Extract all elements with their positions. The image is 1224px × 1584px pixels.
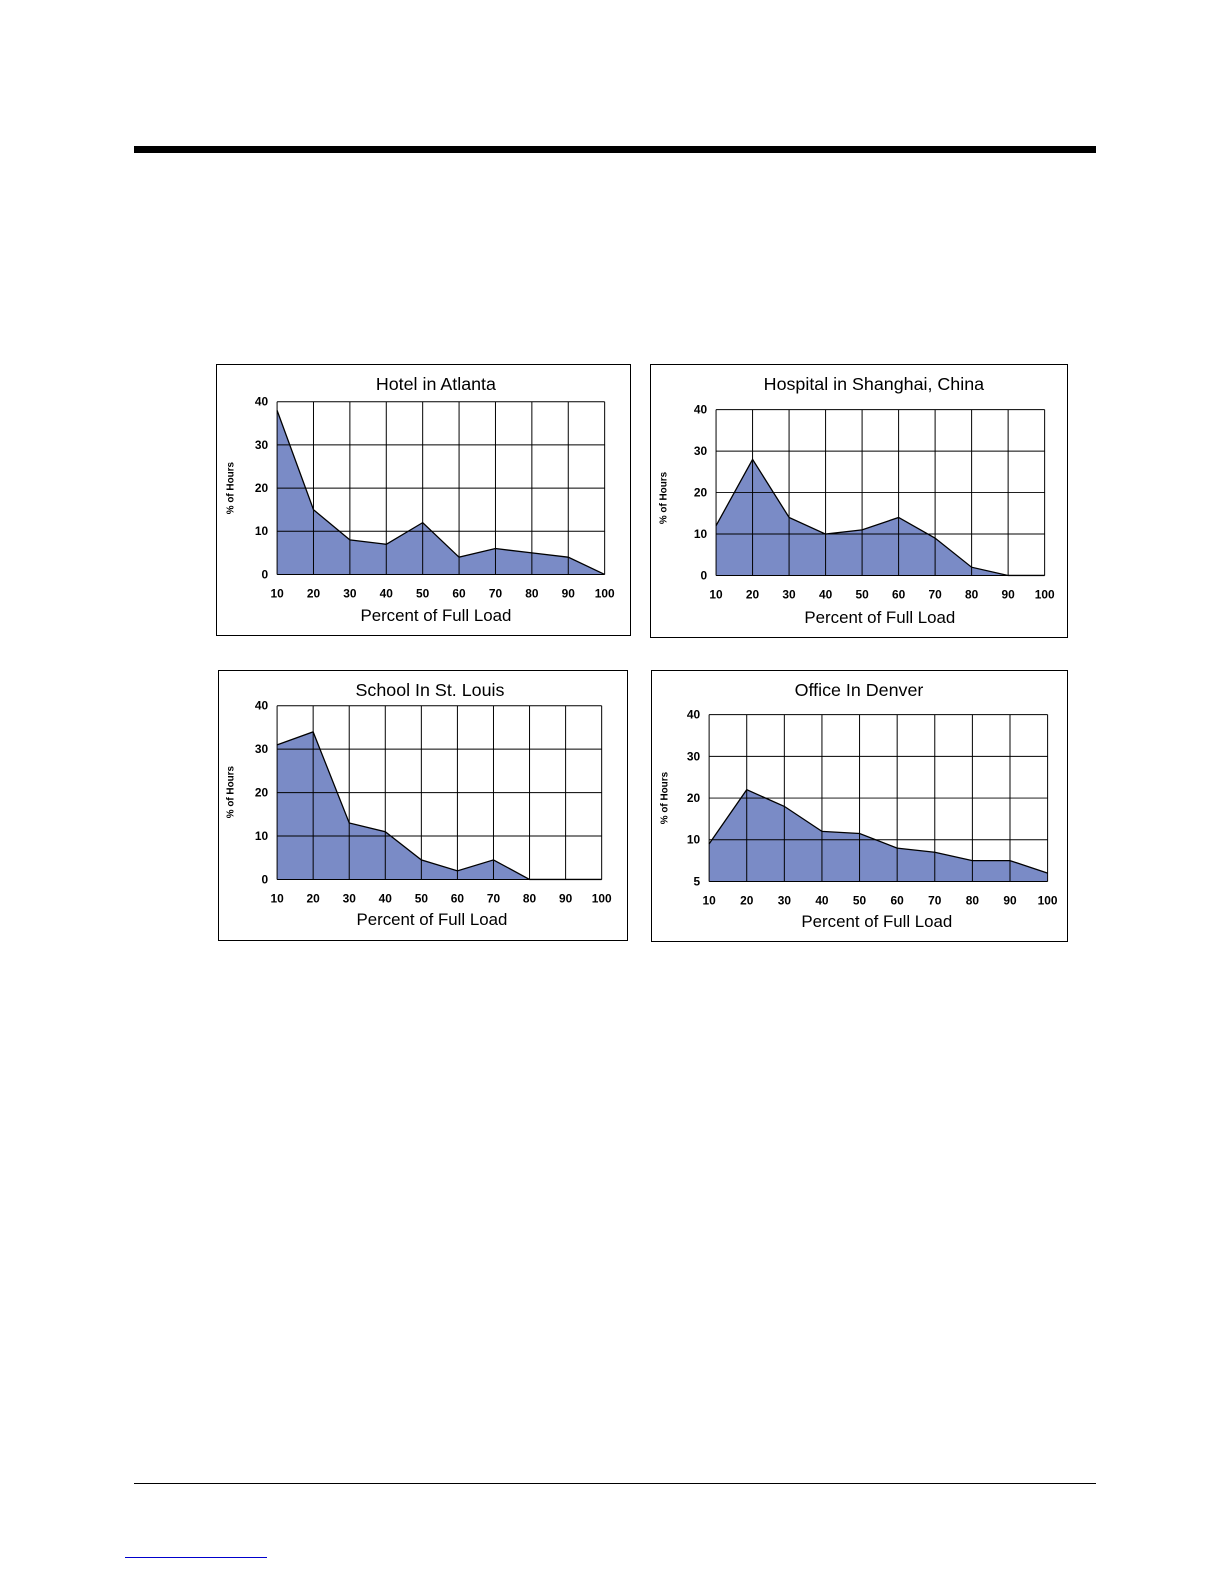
x-tick-label: 90 <box>1002 587 1016 601</box>
y-tick-label: 40 <box>255 395 269 409</box>
x-tick-label: 40 <box>380 586 394 600</box>
y-tick-label: 30 <box>255 742 269 756</box>
x-tick-label: 10 <box>702 893 716 907</box>
x-tick-label: 30 <box>778 893 792 907</box>
chart-title: Office In Denver <box>795 680 924 700</box>
x-tick-label: 100 <box>595 586 615 600</box>
x-tick-label: 90 <box>559 891 573 905</box>
chart-hotel-atlanta: Hotel in Atlanta Percent of Full Load % … <box>225 374 615 625</box>
series-line <box>276 410 605 576</box>
y-tick-label: 0 <box>700 568 707 582</box>
x-tick-label: 40 <box>379 891 393 905</box>
x-tick-label: 10 <box>270 586 284 600</box>
x-tick-label: 40 <box>819 587 833 601</box>
y-tick-label: 20 <box>694 486 708 500</box>
chart-school-st-louis: School In St. Louis Percent of Full Load… <box>225 680 612 929</box>
chart-panel-school-st-louis: School In St. Louis Percent of Full Load… <box>218 670 628 941</box>
x-tick-label: 80 <box>525 586 539 600</box>
x-tick-label: 10 <box>270 891 284 905</box>
chart-title: Hospital in Shanghai, China <box>764 374 984 394</box>
y-axis-title: % of Hours <box>659 771 670 824</box>
x-axis-title: Percent of Full Load <box>356 910 507 929</box>
x-axis-title: Percent of Full Load <box>801 912 952 931</box>
x-tick-label: 70 <box>928 587 942 601</box>
chart-panel-office-denver: Office In Denver Percent of Full Load % … <box>651 670 1068 942</box>
x-tick-label: 70 <box>489 586 503 600</box>
x-tick-label: 60 <box>891 893 905 907</box>
x-axis-title: Percent of Full Load <box>804 608 955 627</box>
chart-title: Hotel in Atlanta <box>376 374 496 394</box>
bottom-rule <box>134 1483 1096 1484</box>
y-tick-label: 30 <box>687 749 701 763</box>
chart-panel-hotel-atlanta: Hotel in Atlanta Percent of Full Load % … <box>216 364 631 636</box>
area-fill <box>277 410 605 575</box>
y-tick-label: 30 <box>694 444 708 458</box>
chart-title: School In St. Louis <box>355 680 504 700</box>
area-fill <box>716 459 1045 576</box>
y-tick-label: 30 <box>255 438 269 452</box>
x-axis-title: Percent of Full Load <box>360 606 511 625</box>
y-tick-label: 40 <box>687 708 701 722</box>
x-tick-label: 80 <box>523 891 537 905</box>
x-tick-label: 90 <box>562 586 576 600</box>
y-tick-label: 20 <box>687 791 701 805</box>
y-tick-label: 0 <box>262 872 269 886</box>
area-fill <box>709 789 1048 882</box>
y-tick-label: 20 <box>255 481 269 495</box>
x-tick-label: 60 <box>451 891 465 905</box>
x-tick-label: 80 <box>965 587 979 601</box>
x-tick-label: 90 <box>1003 893 1017 907</box>
y-tick-label: 10 <box>687 833 701 847</box>
x-tick-label: 20 <box>307 891 321 905</box>
chart-office-denver: Office In Denver Percent of Full Load % … <box>659 680 1058 931</box>
x-tick-label: 50 <box>415 891 429 905</box>
x-tick-label: 70 <box>928 893 942 907</box>
series-line <box>715 458 1045 577</box>
chart-panel-hospital-shanghai: Hospital in Shanghai, China Percent of F… <box>650 364 1068 638</box>
x-tick-label: 50 <box>855 587 869 601</box>
x-tick-label: 30 <box>782 587 796 601</box>
x-tick-label: 80 <box>966 893 980 907</box>
x-tick-label: 60 <box>892 587 906 601</box>
y-axis-title: % of Hours <box>658 471 669 524</box>
y-tick-label: 20 <box>255 786 269 800</box>
x-tick-label: 20 <box>740 893 754 907</box>
y-tick-label: 10 <box>255 829 269 843</box>
y-axis-title: % of Hours <box>225 765 236 818</box>
x-tick-label: 30 <box>343 891 357 905</box>
chart-hospital-shanghai: Hospital in Shanghai, China Percent of F… <box>658 374 1055 627</box>
x-tick-label: 10 <box>709 587 723 601</box>
x-tick-label: 40 <box>815 893 829 907</box>
x-tick-label: 100 <box>1038 893 1058 907</box>
x-tick-label: 100 <box>1035 587 1055 601</box>
footer-link-underline <box>125 1557 267 1558</box>
y-tick-label: 5 <box>694 874 701 888</box>
series-line <box>276 731 602 881</box>
y-tick-label: 10 <box>255 524 269 538</box>
y-axis-title: % of Hours <box>225 461 236 514</box>
top-rule <box>134 146 1096 153</box>
y-tick-label: 40 <box>694 403 708 417</box>
x-tick-label: 20 <box>307 586 321 600</box>
y-tick-label: 10 <box>694 527 708 541</box>
x-tick-label: 50 <box>416 586 430 600</box>
x-tick-label: 20 <box>746 587 760 601</box>
y-tick-label: 40 <box>255 699 269 713</box>
x-tick-label: 100 <box>592 891 612 905</box>
x-tick-label: 50 <box>853 893 867 907</box>
x-tick-label: 70 <box>487 891 501 905</box>
series-line <box>708 788 1048 874</box>
area-fill <box>277 731 602 880</box>
y-tick-label: 0 <box>262 567 269 581</box>
x-tick-label: 30 <box>343 586 357 600</box>
x-tick-label: 60 <box>452 586 466 600</box>
